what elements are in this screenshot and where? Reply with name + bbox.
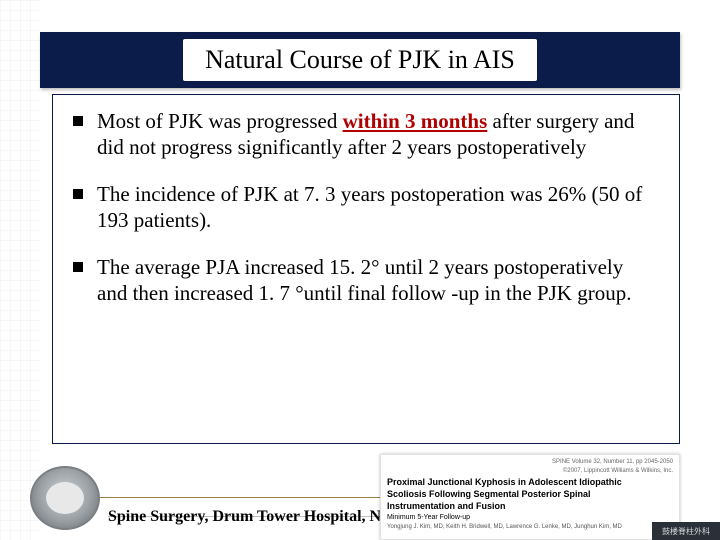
bottom-tag: 鼓楼脊柱外科 xyxy=(652,522,720,540)
citation-title-1: Proximal Junctional Kyphosis in Adolesce… xyxy=(387,477,673,487)
citation-title-2: Scoliosis Following Segmental Posterior … xyxy=(387,489,673,499)
bullet-list: Most of PJK was progressed within 3 mont… xyxy=(73,109,657,307)
citation-journal: SPINE Volume 32, Number 11, pp 2045-2050 xyxy=(387,459,673,466)
bullet-emphasis: within 3 months xyxy=(343,109,488,133)
slide-title: Natural Course of PJK in AIS xyxy=(183,39,537,81)
slide: Natural Course of PJK in AIS Most of PJK… xyxy=(0,0,720,540)
bullet-text: The incidence of PJK at 7. 3 years posto… xyxy=(97,182,642,232)
citation-thumbnail: SPINE Volume 32, Number 11, pp 2045-2050… xyxy=(380,454,680,540)
bullet-text: The average PJA increased 15. 2° until 2… xyxy=(97,255,631,305)
citation-subtitle: Minimum 5-Year Follow-up xyxy=(387,514,673,522)
decorative-grid xyxy=(0,0,40,540)
bullet-item: The average PJA increased 15. 2° until 2… xyxy=(73,255,657,306)
content-box: Most of PJK was progressed within 3 mont… xyxy=(52,94,680,444)
citation-title-3: Instrumentation and Fusion xyxy=(387,501,673,511)
bullet-item: Most of PJK was progressed within 3 mont… xyxy=(73,109,657,160)
hospital-logo xyxy=(30,466,100,530)
bullet-item: The incidence of PJK at 7. 3 years posto… xyxy=(73,182,657,233)
citation-authors: Yongjung J. Kim, MD, Keith H. Bridwell, … xyxy=(387,524,673,531)
logo-inner xyxy=(46,482,84,514)
bullet-text-pre: Most of PJK was progressed xyxy=(97,109,343,133)
citation-journal2: ©2007, Lippincott Williams & Wilkins, In… xyxy=(387,468,673,475)
title-bar: Natural Course of PJK in AIS xyxy=(40,32,680,88)
